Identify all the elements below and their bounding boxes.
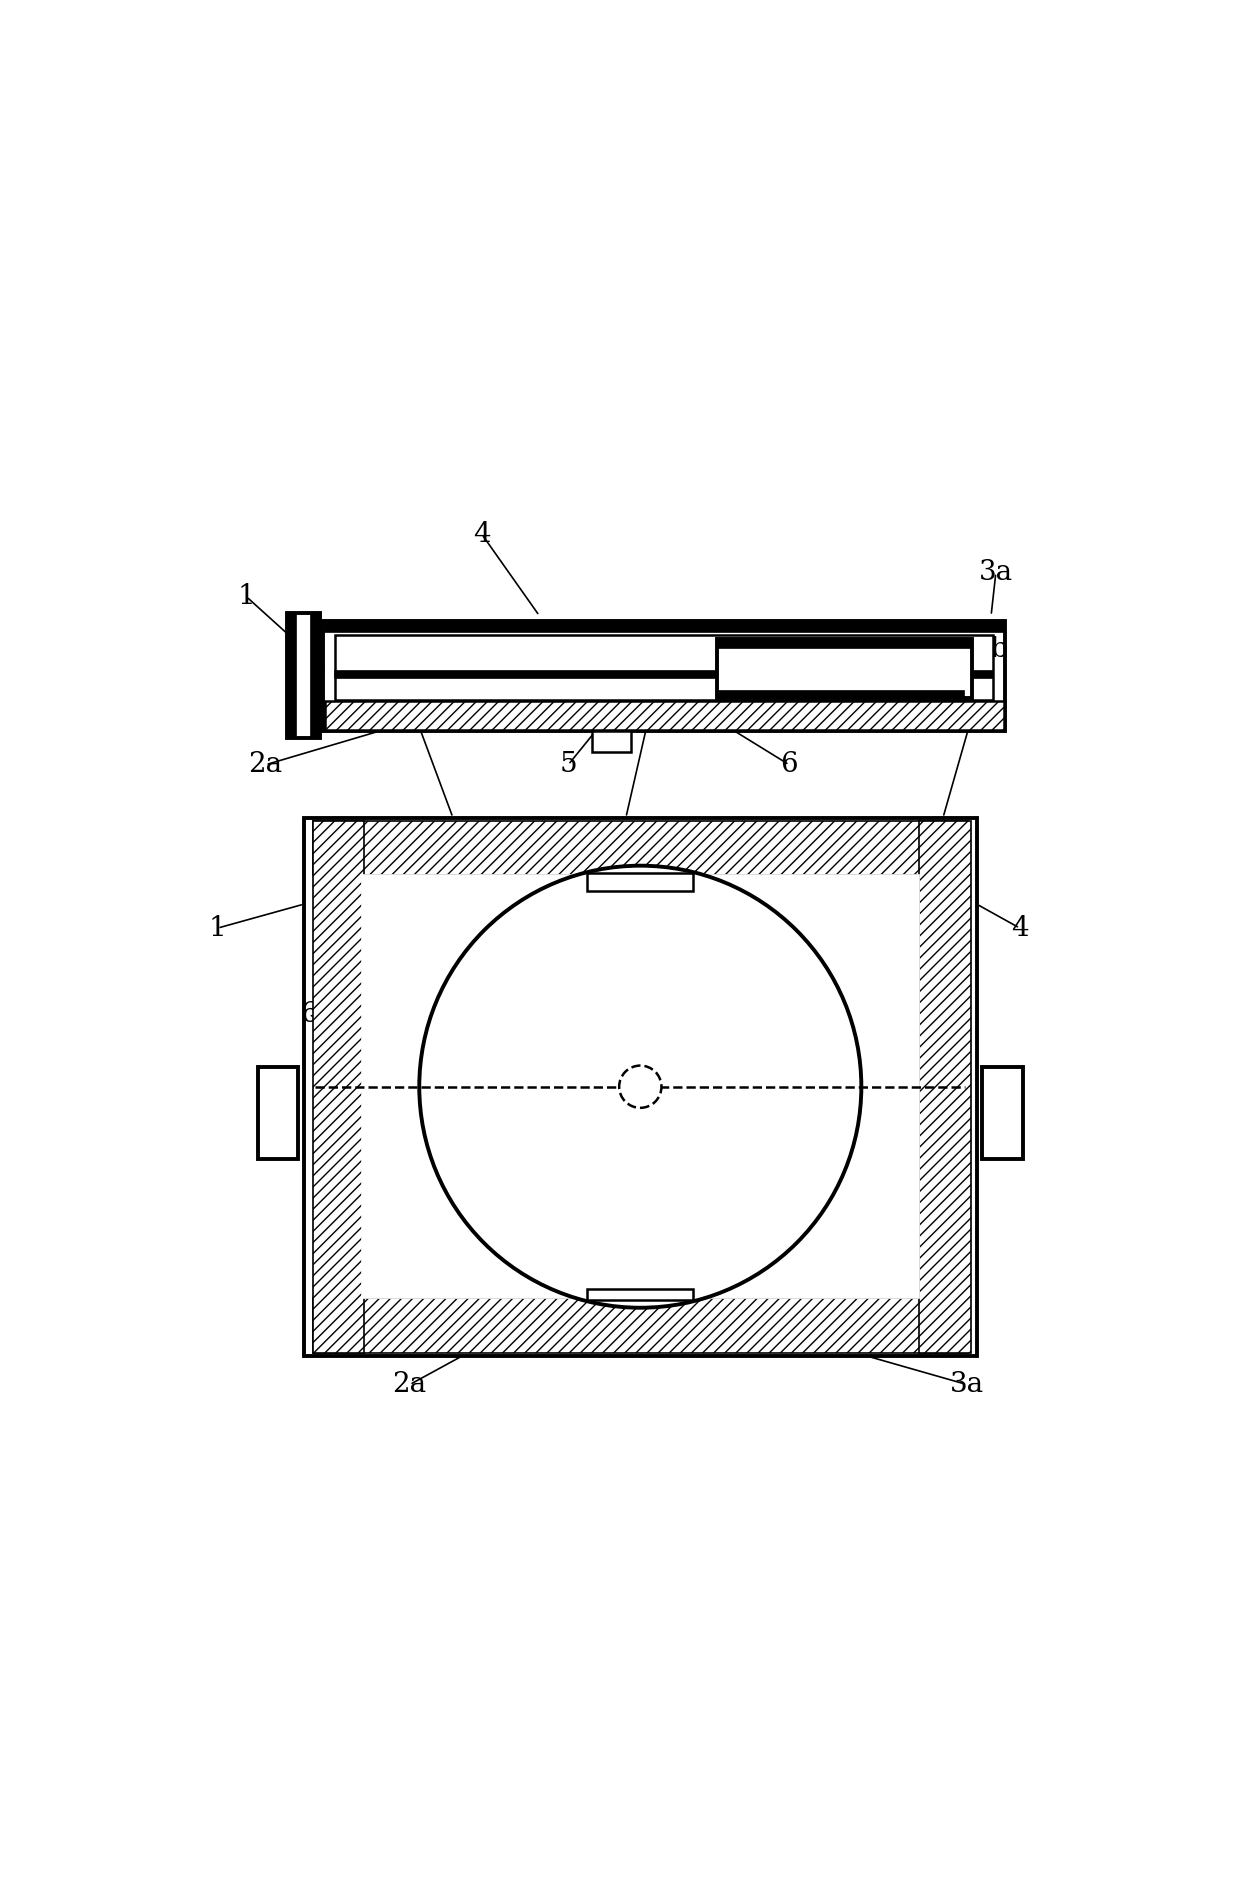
Text: 3a: 3a: [950, 1372, 985, 1399]
Bar: [286, 614, 320, 739]
Circle shape: [419, 866, 862, 1308]
Bar: [324, 622, 1006, 731]
Bar: [593, 731, 631, 752]
Bar: [335, 635, 993, 701]
Bar: [588, 874, 693, 891]
Text: 2b: 2b: [373, 637, 408, 663]
Bar: [325, 622, 1003, 633]
Bar: [719, 639, 971, 648]
Text: 2a: 2a: [248, 750, 283, 779]
Bar: [982, 1067, 1023, 1158]
Bar: [919, 821, 971, 1353]
Bar: [325, 701, 1003, 730]
Text: 4: 4: [1011, 915, 1029, 942]
Bar: [312, 821, 968, 875]
Bar: [588, 1289, 693, 1300]
Text: 2a: 2a: [393, 1372, 427, 1399]
Text: 4: 4: [472, 521, 491, 548]
Text: 6: 6: [780, 750, 799, 779]
Text: 5: 5: [656, 637, 673, 663]
Bar: [288, 614, 296, 737]
Bar: [304, 817, 977, 1355]
Bar: [312, 1298, 968, 1353]
Bar: [719, 692, 965, 697]
Bar: [717, 639, 972, 699]
Bar: [362, 875, 919, 1298]
Text: 5: 5: [559, 750, 577, 779]
Text: 3a: 3a: [978, 559, 1013, 586]
Bar: [312, 821, 365, 1353]
Text: 1: 1: [237, 584, 255, 610]
Circle shape: [619, 1065, 661, 1109]
Bar: [258, 1067, 298, 1158]
Bar: [311, 614, 320, 737]
Text: 1: 1: [208, 915, 227, 942]
Bar: [335, 671, 993, 678]
Text: 3b: 3b: [973, 637, 1008, 663]
Text: 6: 6: [300, 1001, 317, 1029]
